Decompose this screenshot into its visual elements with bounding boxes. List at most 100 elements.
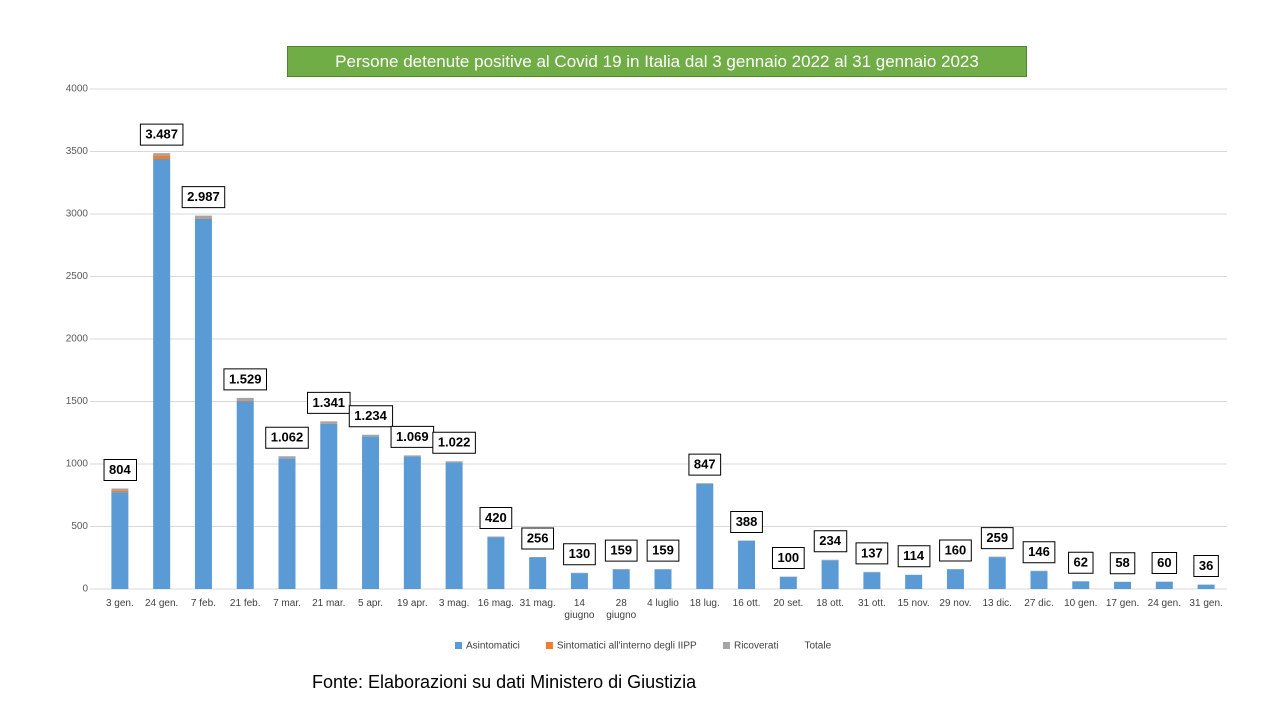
- data-label-text: 159: [610, 543, 632, 558]
- x-tick-label: 21 mar.: [312, 598, 346, 609]
- data-label: 256: [521, 527, 555, 550]
- bar-segment: [612, 569, 630, 589]
- x-tick-label: 4 luglio: [647, 598, 679, 609]
- x-tick-label: 3 mag.: [438, 598, 470, 609]
- data-label-box: [604, 539, 638, 562]
- x-tick-label: 24 gen.: [144, 598, 179, 609]
- x-tick-label: 31 mag.: [519, 598, 556, 609]
- data-label-box: [265, 426, 309, 449]
- data-label-box: [771, 547, 805, 569]
- data-label-box: [563, 543, 596, 566]
- bar-segment: [1072, 581, 1090, 589]
- data-label-text: 159: [652, 543, 674, 558]
- y-tick-label: 0: [82, 584, 88, 595]
- bar-segment: [445, 462, 463, 589]
- data-label-box: [139, 123, 184, 146]
- data-label-text: 137: [861, 545, 883, 560]
- legend-swatch: [545, 642, 553, 649]
- bar-segment: [1030, 571, 1048, 589]
- bar-segment: [111, 490, 129, 493]
- bar-segment: [194, 219, 212, 589]
- data-label: 804: [103, 459, 137, 481]
- bar-segment: [236, 401, 254, 589]
- x-tick-label: 16 mag.: [477, 598, 514, 609]
- data-label: 2.987: [181, 186, 226, 209]
- data-label-box: [939, 539, 972, 562]
- data-label: 137: [855, 542, 889, 565]
- bar-segment: [320, 424, 338, 589]
- data-label: 36: [1193, 555, 1219, 577]
- bar-segment: [111, 492, 129, 589]
- legend-label: Ricoverati: [734, 641, 778, 652]
- data-label-text: 388: [736, 514, 758, 529]
- data-label-text: 130: [569, 546, 591, 561]
- data-label: 100: [771, 547, 805, 569]
- data-label-box: [432, 431, 476, 454]
- data-label-text: 259: [986, 530, 1008, 545]
- bar-segment: [696, 483, 714, 484]
- bar-segment: [779, 576, 797, 589]
- y-tick-label: 2000: [66, 334, 89, 345]
- y-tick-label: 3500: [66, 146, 89, 157]
- data-label: 847: [688, 453, 722, 476]
- bar-segment: [696, 484, 714, 589]
- data-label-box: [223, 368, 267, 391]
- bar-segment: [529, 557, 547, 589]
- bar-segment: [1155, 581, 1173, 589]
- bar-segment: [153, 153, 171, 156]
- bar-segment: [278, 458, 296, 589]
- data-label-box: [1022, 541, 1056, 564]
- data-label-text: 62: [1074, 555, 1088, 570]
- data-label-text: 1.234: [354, 408, 387, 423]
- x-tick-label: 16 ott.: [732, 598, 761, 609]
- bar-segment: [1197, 584, 1215, 589]
- bar-segment: [153, 155, 171, 159]
- data-label: 1.022: [432, 431, 476, 454]
- data-label-box: [646, 539, 680, 562]
- data-label: 1.069: [390, 425, 435, 448]
- x-tick-label: 15 nov.: [897, 598, 930, 609]
- source-note: Fonte: Elaborazioni su dati Ministero di…: [312, 672, 697, 692]
- data-label-box: [1193, 555, 1219, 577]
- data-label: 58: [1109, 552, 1136, 575]
- x-tick-label: 7 mar.: [273, 598, 301, 609]
- data-label-box: [1109, 552, 1136, 575]
- data-label-text: 160: [945, 542, 967, 557]
- legend-label: Asintomatici: [466, 641, 520, 652]
- data-label-box: [730, 511, 763, 533]
- data-label-box: [855, 542, 889, 565]
- data-label: 259: [980, 527, 1014, 550]
- data-label: 420: [479, 507, 513, 529]
- y-tick-label: 500: [71, 521, 88, 532]
- bar-segment: [863, 572, 881, 589]
- legend-swatch: [455, 642, 462, 649]
- data-label-box: [1151, 552, 1178, 574]
- bar-segment: [570, 573, 588, 589]
- data-label: 160: [939, 539, 972, 562]
- data-label-box: [307, 391, 351, 414]
- data-label: 114: [897, 545, 931, 568]
- data-label-text: 1.529: [229, 371, 262, 386]
- bar-segment: [236, 401, 254, 402]
- x-tick-label: 18 lug.: [689, 598, 720, 609]
- data-label: 159: [604, 539, 638, 562]
- data-label-text: 1.341: [313, 395, 346, 410]
- bar-segment: [445, 461, 463, 463]
- x-tick-label: 24 gen.: [1147, 598, 1182, 609]
- x-tick-label: 19 apr.: [397, 598, 428, 609]
- bar-segment: [654, 569, 672, 589]
- x-tick-label: 27 dic.: [1024, 598, 1054, 609]
- data-label-box: [1068, 551, 1094, 574]
- bar-segment: [278, 456, 296, 459]
- data-label: 234: [813, 530, 848, 553]
- data-label-box: [897, 545, 931, 568]
- bar-segment: [403, 456, 421, 589]
- x-tick-label: 29 nov.: [939, 598, 972, 609]
- bar-segment: [111, 488, 129, 491]
- data-label: 1.529: [223, 368, 267, 391]
- bar-segment: [320, 421, 338, 424]
- data-label-text: 1.062: [271, 430, 304, 445]
- data-label-box: [813, 530, 848, 553]
- y-tick-label: 1500: [66, 396, 89, 407]
